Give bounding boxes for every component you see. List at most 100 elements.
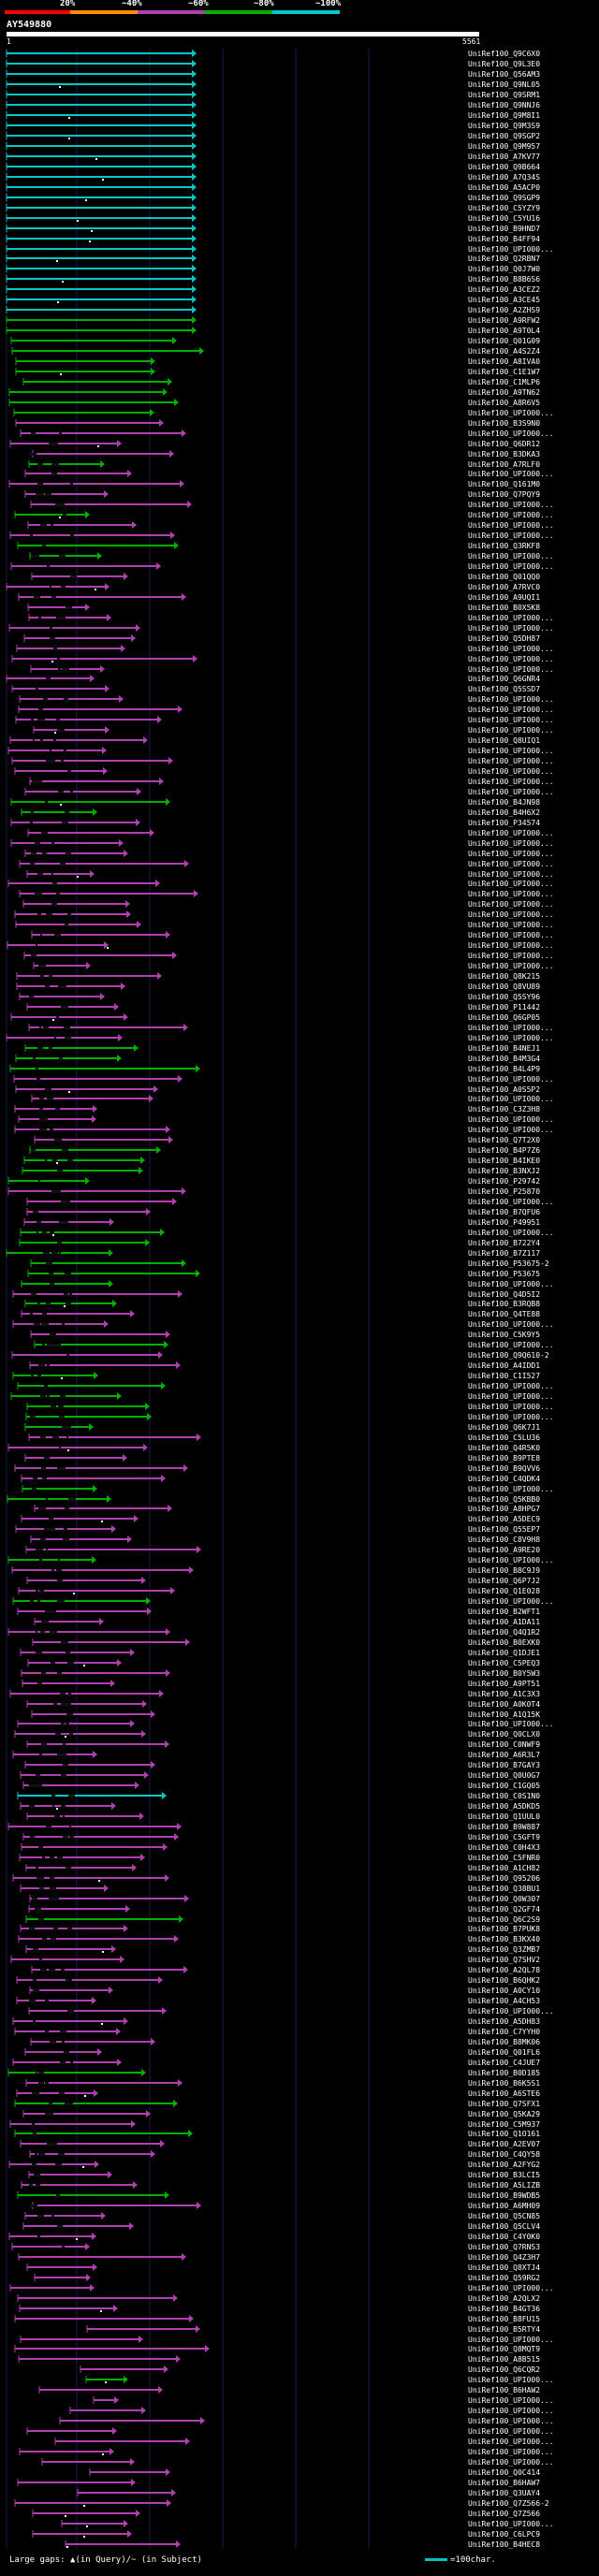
hit-label[interactable]: UniRef100_UPI000...	[468, 501, 554, 509]
hit-label[interactable]: UniRef100_UPI000...	[468, 245, 554, 254]
hit-label[interactable]: UniRef100_B722Y4	[468, 1239, 540, 1247]
hit-label[interactable]: UniRef100_Q8K215	[468, 972, 540, 981]
hit-label[interactable]: UniRef100_C4Y0K0	[468, 2233, 540, 2241]
hit-label[interactable]: UniRef100_Q0W307	[468, 1895, 540, 1903]
hit-label[interactable]: UniRef100_A6MH09	[468, 2202, 540, 2210]
hit-label[interactable]: UniRef100_Q95206	[468, 1874, 540, 1883]
hit-label[interactable]: UniRef100_Q8XTJ4	[468, 2263, 540, 2272]
hit-label[interactable]: UniRef100_UPI000...	[468, 952, 554, 960]
hit-label[interactable]: UniRef100_C0S1N0	[468, 1792, 540, 1800]
hit-label[interactable]: UniRef100_UPI000...	[468, 1597, 554, 1606]
hit-label[interactable]: UniRef100_Q59RG2	[468, 2274, 540, 2282]
hit-label[interactable]: UniRef100_Q01G09	[468, 337, 540, 345]
hit-label[interactable]: UniRef100_A0K0T4	[468, 1700, 540, 1709]
hit-label[interactable]: UniRef100_Q7T2X0	[468, 1136, 540, 1144]
hit-label[interactable]: UniRef100_Q7RNS3	[468, 2243, 540, 2251]
hit-label[interactable]: UniRef100_UPI000...	[468, 614, 554, 622]
hit-label[interactable]: UniRef100_UPI000...	[468, 2336, 554, 2344]
hit-label[interactable]: UniRef100_UPI000...	[468, 665, 554, 674]
hit-label[interactable]: UniRef100_A5DEC9	[468, 1515, 540, 1523]
hit-label[interactable]: UniRef100_B3NXJ2	[468, 1167, 540, 1175]
hit-label[interactable]: UniRef100_Q9C6X0	[468, 50, 540, 58]
hit-label[interactable]: UniRef100_UPI000...	[468, 1280, 554, 1288]
hit-label[interactable]: UniRef100_A1Q15K	[468, 1710, 540, 1719]
hit-label[interactable]: UniRef100_A3CEZ2	[468, 285, 540, 294]
hit-label[interactable]: UniRef100_A8IVA0	[468, 357, 540, 366]
hit-label[interactable]: UniRef100_Q5CN85	[468, 2212, 540, 2220]
hit-label[interactable]: UniRef100_A8B515	[468, 2355, 540, 2364]
hit-label[interactable]: UniRef100_B9WDB5	[468, 2191, 540, 2200]
hit-label[interactable]: UniRef100_Q5KBB0	[468, 1495, 540, 1504]
hit-label[interactable]: UniRef100_A5ACP0	[468, 183, 540, 192]
hit-label[interactable]: UniRef100_Q56AM3	[468, 70, 540, 79]
hit-label[interactable]: UniRef100_B8MK06	[468, 2038, 540, 2046]
hit-label[interactable]: UniRef100_A4IDD1	[468, 1361, 540, 1370]
hit-label[interactable]: UniRef100_UPI000...	[468, 1403, 554, 1411]
hit-label[interactable]: UniRef100_B9HND7	[468, 225, 540, 233]
hit-label[interactable]: UniRef100_UPI000...	[468, 2417, 554, 2425]
hit-label[interactable]: UniRef100_UPI000...	[468, 695, 554, 704]
hit-label[interactable]: UniRef100_Q9SGP9	[468, 194, 540, 202]
hit-label[interactable]: UniRef100_B0X5K8	[468, 604, 540, 612]
hit-label[interactable]: UniRef100_P49951	[468, 1218, 540, 1227]
hit-label[interactable]: UniRef100_B6K5S1	[468, 2079, 540, 2088]
hit-label[interactable]: UniRef100_A2QLX2	[468, 2294, 540, 2303]
hit-label[interactable]: UniRef100_B8FU15	[468, 2315, 540, 2323]
hit-label[interactable]: UniRef100_B9QVV6	[468, 1464, 540, 1473]
hit-label[interactable]: UniRef100_Q3ZMB7	[468, 1945, 540, 1954]
hit-label[interactable]: UniRef100_B0Y5W3	[468, 1669, 540, 1678]
hit-label[interactable]: UniRef100_UPI000...	[468, 757, 554, 765]
hit-label[interactable]: UniRef100_C4QDK4	[468, 1475, 540, 1483]
hit-label[interactable]: UniRef100_UPI000...	[468, 1720, 554, 1728]
hit-label[interactable]: UniRef100_B3S9N0	[468, 419, 540, 428]
hit-label[interactable]: UniRef100_Q5SSD7	[468, 685, 540, 693]
hit-label[interactable]: UniRef100_Q01FL6	[468, 2048, 540, 2057]
hit-label[interactable]: UniRef100_Q5CLV4	[468, 2222, 540, 2231]
hit-label[interactable]: UniRef100_A1CH82	[468, 1864, 540, 1872]
hit-label[interactable]: UniRef100_UPI000...	[468, 2438, 554, 2446]
hit-label[interactable]: UniRef100_UPI000...	[468, 860, 554, 868]
hit-label[interactable]: UniRef100_UPI000...	[468, 2396, 554, 2405]
hit-label[interactable]: UniRef100_UPI000...	[468, 429, 554, 438]
hit-label[interactable]: UniRef100_Q9SGP2	[468, 132, 540, 140]
hit-label[interactable]: UniRef100_UPI000...	[468, 1392, 554, 1401]
hit-label[interactable]: UniRef100_UPI000...	[468, 1115, 554, 1124]
hit-label[interactable]: UniRef100_B3DKA3	[468, 450, 540, 458]
hit-label[interactable]: UniRef100_Q161M0	[468, 480, 540, 488]
hit-label[interactable]: UniRef100_B4P7Z6	[468, 1146, 540, 1155]
hit-label[interactable]: UniRef100_B4L4P9	[468, 1065, 540, 1073]
hit-label[interactable]: UniRef100_UPI000...	[468, 829, 554, 837]
hit-label[interactable]: UniRef100_B0EXK0	[468, 1638, 540, 1647]
hit-label[interactable]: UniRef100_A9T0L4	[468, 327, 540, 335]
hit-label[interactable]: UniRef100_A9UQI1	[468, 593, 540, 602]
hit-label[interactable]: UniRef100_UPI000...	[468, 788, 554, 796]
hit-label[interactable]: UniRef100_Q1O161	[468, 2130, 540, 2138]
hit-label[interactable]: UniRef100_Q7SHV2	[468, 1956, 540, 1964]
hit-label[interactable]: UniRef100_Q38BU1	[468, 1885, 540, 1893]
hit-label[interactable]: UniRef100_UPI000...	[468, 767, 554, 776]
hit-label[interactable]: UniRef100_UPI000...	[468, 1413, 554, 1421]
hit-label[interactable]: UniRef100_UPI000...	[468, 1034, 554, 1042]
hit-label[interactable]: UniRef100_P11442	[468, 1003, 540, 1011]
hit-label[interactable]: UniRef100_UPI000...	[468, 562, 554, 571]
hit-label[interactable]: UniRef100_P25870	[468, 1187, 540, 1196]
hit-label[interactable]: UniRef100_UPI000...	[468, 1075, 554, 1084]
hit-label[interactable]: UniRef100_A7KV77	[468, 153, 540, 161]
hit-label[interactable]: UniRef100_UPI000...	[468, 726, 554, 735]
hit-label[interactable]: UniRef100_Q0C414	[468, 2468, 540, 2477]
hit-label[interactable]: UniRef100_C3Z3H8	[468, 1105, 540, 1113]
hit-label[interactable]: UniRef100_C0NWF9	[468, 1740, 540, 1749]
hit-label[interactable]: UniRef100_B5RTY4	[468, 2325, 540, 2334]
hit-label[interactable]: UniRef100_Q4D5I2	[468, 1290, 540, 1299]
hit-label[interactable]: UniRef100_A2QL78	[468, 1966, 540, 1974]
hit-label[interactable]: UniRef100_A7RVC0	[468, 583, 540, 591]
hit-label[interactable]: UniRef100_Q6CQR2	[468, 2365, 540, 2374]
hit-label[interactable]: UniRef100_UPI000...	[468, 1198, 554, 1206]
hit-label[interactable]: UniRef100_Q4Z3H7	[468, 2253, 540, 2262]
hit-label[interactable]: UniRef100_B9W887	[468, 1823, 540, 1831]
hit-label[interactable]: UniRef100_A9TN62	[468, 388, 540, 397]
hit-label[interactable]: UniRef100_UPI000...	[468, 1095, 554, 1103]
hit-label[interactable]: UniRef100_UPI000...	[468, 2376, 554, 2384]
hit-label[interactable]: UniRef100_Q9M3S9	[468, 122, 540, 130]
hit-label[interactable]: UniRef100_UPI000...	[468, 962, 554, 970]
